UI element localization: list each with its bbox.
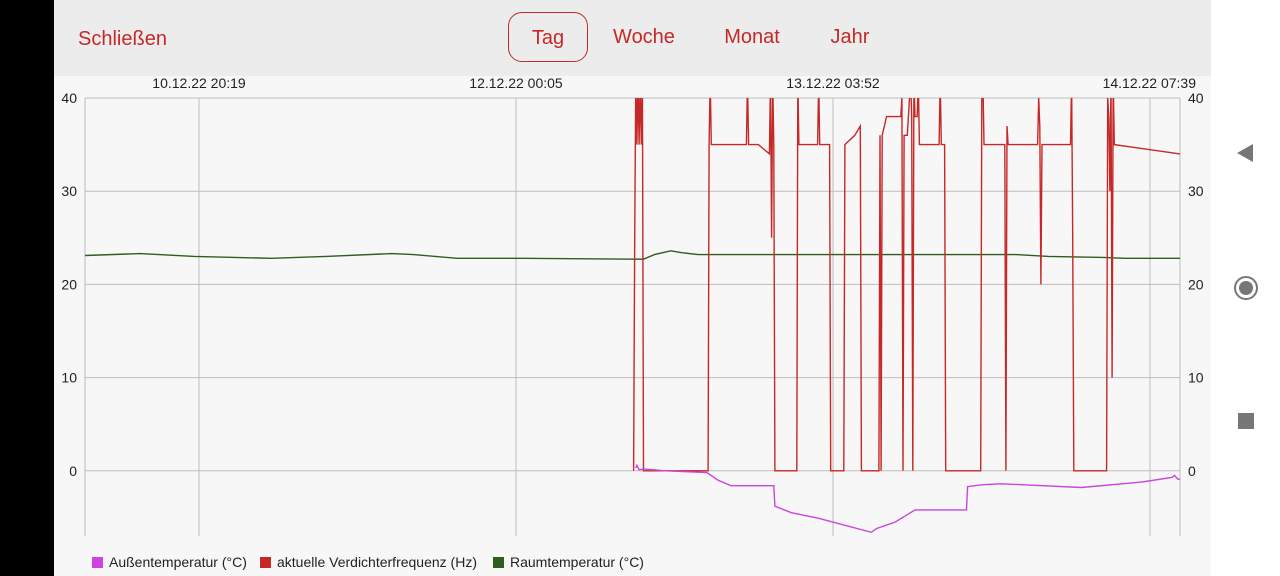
y-tick-label-right: 0 [1188,463,1196,479]
legend-swatch [493,557,504,568]
tab-day[interactable]: Tag [508,12,588,62]
recents-square-icon[interactable] [1233,408,1259,434]
home-circle-icon[interactable] [1233,275,1259,301]
series-line [85,250,1180,260]
series-line [632,98,1180,472]
x-tick-label: 14.12.22 07:39 [1103,76,1197,91]
android-navigation-bar [1211,0,1280,576]
y-tick-label-right: 40 [1188,90,1204,106]
x-tick-label: 12.12.22 00:05 [469,76,563,91]
line-chart[interactable]: 0 0 10 10 20 20 30 30 40 40 10.12.22 20:19 12.12.22… [54,76,1211,546]
legend-label: Außentemperatur (°C) [109,554,247,570]
y-tick-label-left: 10 [61,370,77,386]
legend-swatch [260,557,271,568]
tab-week[interactable]: Woche [613,26,675,48]
y-tick-label-right: 10 [1188,370,1204,386]
tab-year[interactable]: Jahr [830,26,870,48]
legend-label: aktuelle Verdichterfrequenz (Hz) [277,554,477,570]
legend-swatch [92,557,103,568]
y-tick-label-left: 40 [61,90,77,106]
top-bar: Schließen Tag Woche Monat Jahr [54,0,1211,76]
legend-item-compressor-frequency: aktuelle Verdichterfrequenz (Hz) [260,552,477,572]
close-button[interactable]: Schließen [78,28,167,50]
left-black-bar [0,0,54,576]
y-tick-label-right: 20 [1188,276,1204,292]
y-tick-label-left: 30 [61,183,77,199]
history-chart-screen: Schließen Tag Woche Monat Jahr 0 0 10 10 20 2… [54,0,1211,576]
legend-item-room-temperature: Raumtemperatur (°C) [493,552,644,572]
y-tick-label-right: 30 [1188,183,1204,199]
back-triangle-icon[interactable] [1233,140,1259,166]
x-tick-label: 13.12.22 03:52 [786,76,880,91]
y-tick-label-left: 0 [69,463,77,479]
legend-label: Raumtemperatur (°C) [510,554,644,570]
x-tick-label: 10.12.22 20:19 [152,76,246,91]
legend-item-outdoor-temperature: Außentemperatur (°C) [92,552,247,572]
tab-month[interactable]: Monat [724,26,780,48]
series-line [635,463,1180,534]
y-tick-label-left: 20 [61,276,77,292]
chart-area[interactable]: 0 0 10 10 20 20 30 30 40 40 10.12.22 20:19 12.12.22… [54,76,1211,546]
